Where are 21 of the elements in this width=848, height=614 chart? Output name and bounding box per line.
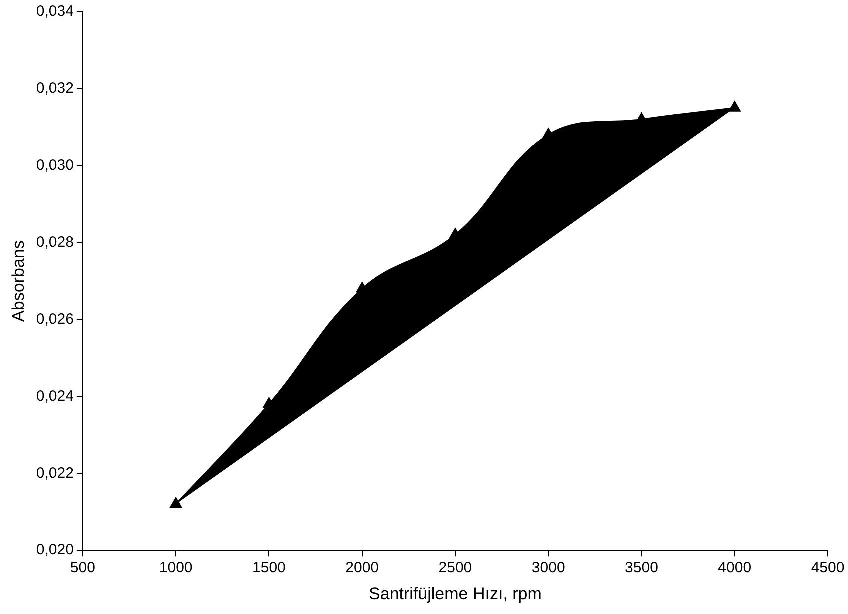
x-tick-label: 500 xyxy=(70,560,96,577)
y-axis-title: Absorbans xyxy=(8,240,28,322)
y-tick-label: 0,022 xyxy=(36,464,74,482)
x-tick-label: 1500 xyxy=(252,560,286,577)
x-axis-title: Santrifüjleme Hızı, rpm xyxy=(369,584,542,604)
y-tick-label: 0,028 xyxy=(36,234,74,251)
point xyxy=(728,101,741,112)
y-tick-label: 0,024 xyxy=(36,388,74,405)
x-tick-label: 4500 xyxy=(811,560,845,577)
y-tick-label: 0,034 xyxy=(36,3,74,20)
x-tick-label: 4000 xyxy=(718,560,752,577)
y-tick-label: 0,030 xyxy=(36,157,74,174)
x-tick-label: 2500 xyxy=(438,560,472,577)
y-tick-label: 0,020 xyxy=(36,542,74,559)
y-tick-label: 0,026 xyxy=(36,310,74,328)
y-tick-label: 0,032 xyxy=(36,80,74,98)
x-tick-label: 3000 xyxy=(532,560,566,577)
x-tick-label: 2000 xyxy=(346,560,380,577)
point xyxy=(170,498,182,508)
x-tick-label: 3500 xyxy=(625,560,658,577)
x-tick-label: 1000 xyxy=(159,560,193,577)
